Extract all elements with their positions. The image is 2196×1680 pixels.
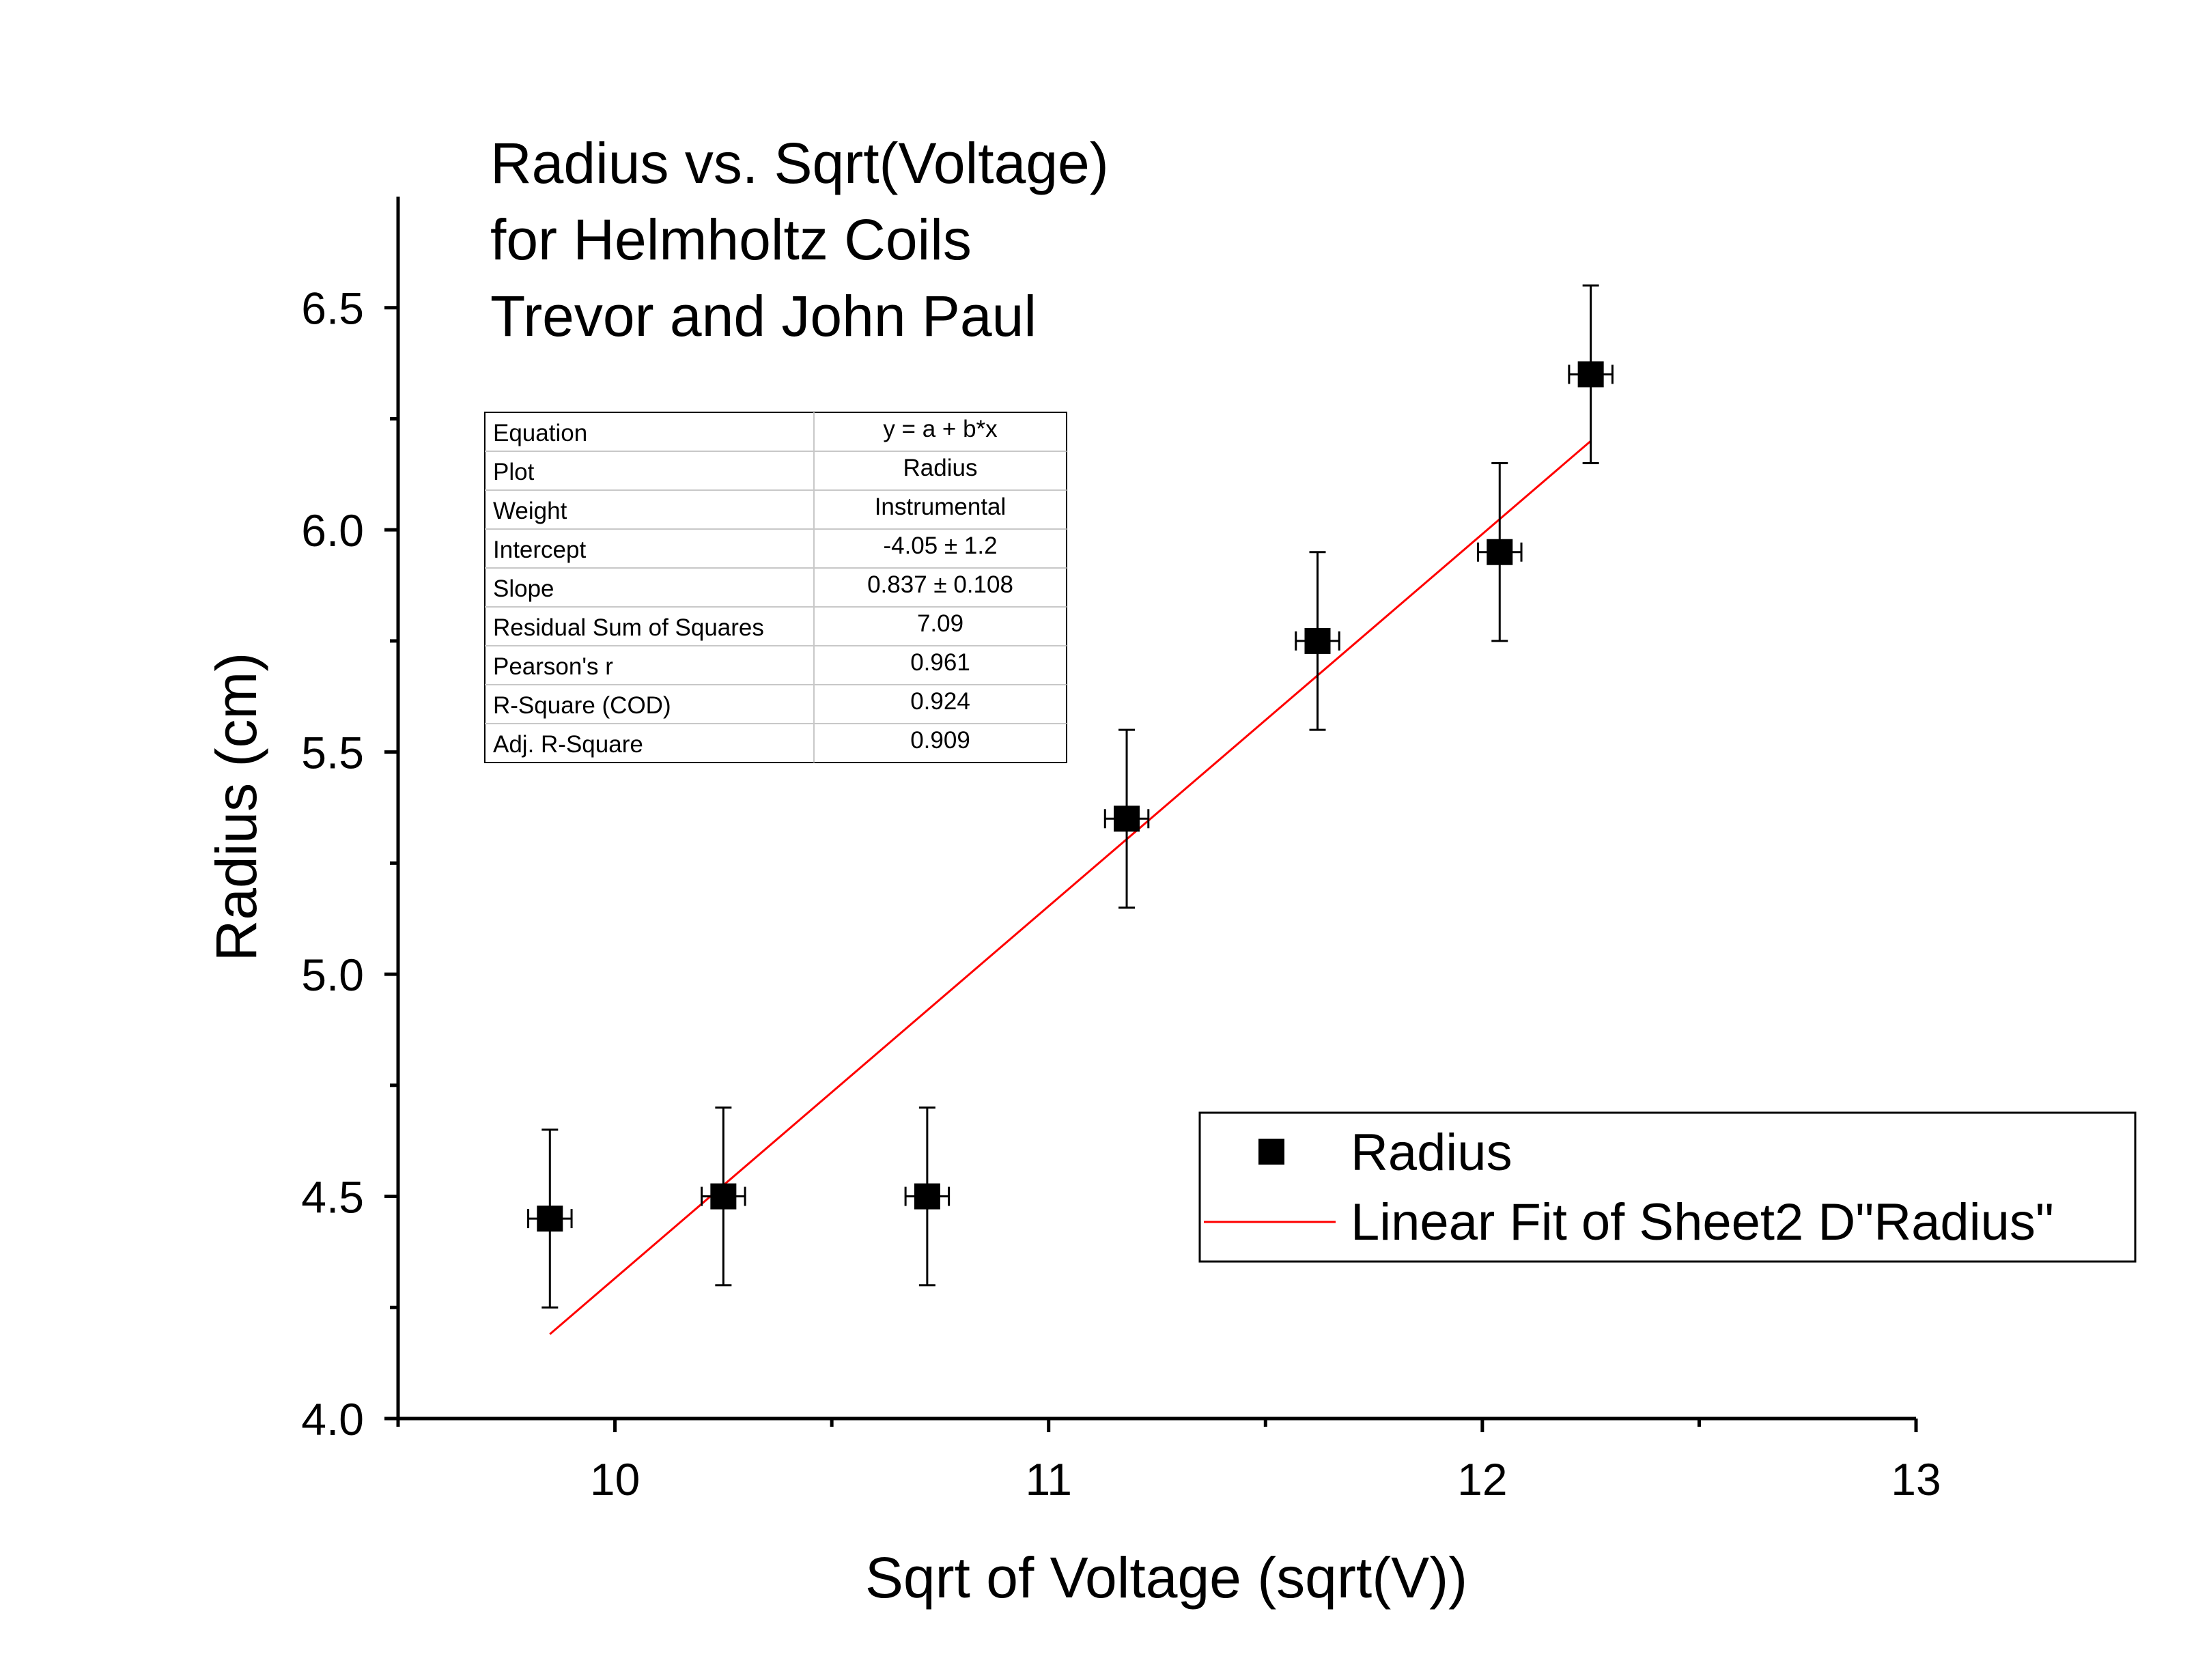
- stats-value: Instrumental: [875, 494, 1006, 520]
- stats-value: 0.909: [910, 727, 970, 754]
- stats-label: Residual Sum of Squares: [493, 614, 764, 641]
- stats-label: Equation: [493, 420, 587, 446]
- y-tick-label: 5.0: [301, 950, 364, 1000]
- stats-value: -4.05 ± 1.2: [883, 532, 997, 559]
- x-axis-title: Sqrt of Voltage (sqrt(V)): [865, 1546, 1467, 1610]
- stats-label: Plot: [493, 459, 535, 485]
- x-tick-label: 13: [1891, 1454, 1941, 1505]
- y-tick-label: 4.0: [301, 1394, 364, 1444]
- y-tick-label: 6.0: [301, 505, 364, 556]
- data-point: [1477, 462, 1523, 642]
- stats-table-frame: [484, 412, 1067, 763]
- data-point: [1103, 728, 1150, 909]
- x-ticks: 10 11 12 13: [396, 1419, 1941, 1505]
- axes: 10 11 12 13 4.0 4.5 5.0 5.5 6.0 6.5: [301, 197, 1941, 1505]
- point-marker: [1114, 806, 1140, 832]
- stats-label: R-Square (COD): [493, 692, 671, 719]
- point-marker: [537, 1206, 563, 1232]
- data-point: [527, 1128, 573, 1309]
- point-marker: [710, 1183, 737, 1210]
- stats-label: Intercept: [493, 537, 586, 563]
- y-tick-label: 5.5: [301, 728, 364, 778]
- x-tick-label: 11: [1025, 1454, 1072, 1505]
- data-point: [1295, 551, 1340, 731]
- stats-label: Slope: [493, 575, 554, 602]
- y-axis-title: Radius (cm): [204, 653, 268, 962]
- legend-box: [1198, 1111, 2137, 1263]
- data-points: [527, 284, 1614, 1309]
- stats-label: Weight: [493, 498, 567, 524]
- point-marker: [1304, 627, 1331, 654]
- point-marker: [1577, 361, 1604, 388]
- data-point: [904, 1106, 951, 1287]
- y-tick-label: 6.5: [301, 283, 364, 334]
- title-line-1: Radius vs. Sqrt(Voltage): [490, 131, 1109, 195]
- stats-value: 0.961: [910, 649, 970, 676]
- stats-value: 0.837 ± 0.108: [867, 571, 1013, 598]
- stats-label: Pearson's r: [493, 653, 613, 680]
- point-marker: [914, 1183, 940, 1210]
- stats-label: Adj. R-Square: [493, 731, 643, 758]
- chart-title: Radius vs. Sqrt(Voltage) for Helmholtz C…: [490, 131, 1109, 348]
- point-marker: [1487, 539, 1513, 565]
- stats-value: y = a + b*x: [883, 416, 998, 442]
- legend-marker-radius: [1258, 1139, 1284, 1165]
- x-tick-label: 10: [590, 1454, 640, 1505]
- legend-label-fit: Linear Fit of Sheet2 D"Radius": [1351, 1193, 2054, 1251]
- data-point: [701, 1106, 746, 1287]
- stats-value: 7.09: [917, 610, 963, 637]
- fit-statistics-table: Equation y = a + b*x Plot Radius Weight Instr…: [484, 412, 1067, 763]
- y-ticks: 4.0 4.5 5.0 5.5 6.0 6.5: [301, 283, 398, 1444]
- legend: Radius Linear Fit of Sheet2 D"Radius": [1198, 1111, 2137, 1263]
- title-line-2: for Helmholtz Coils: [490, 208, 972, 272]
- data-point: [1568, 284, 1614, 465]
- legend-label-radius: Radius: [1351, 1124, 1512, 1182]
- title-line-3: Trevor and John Paul: [490, 284, 1037, 348]
- x-tick-label: 12: [1457, 1454, 1507, 1505]
- stats-value: Radius: [903, 455, 978, 481]
- y-tick-label: 4.5: [301, 1172, 364, 1223]
- stats-value: 0.924: [910, 688, 970, 715]
